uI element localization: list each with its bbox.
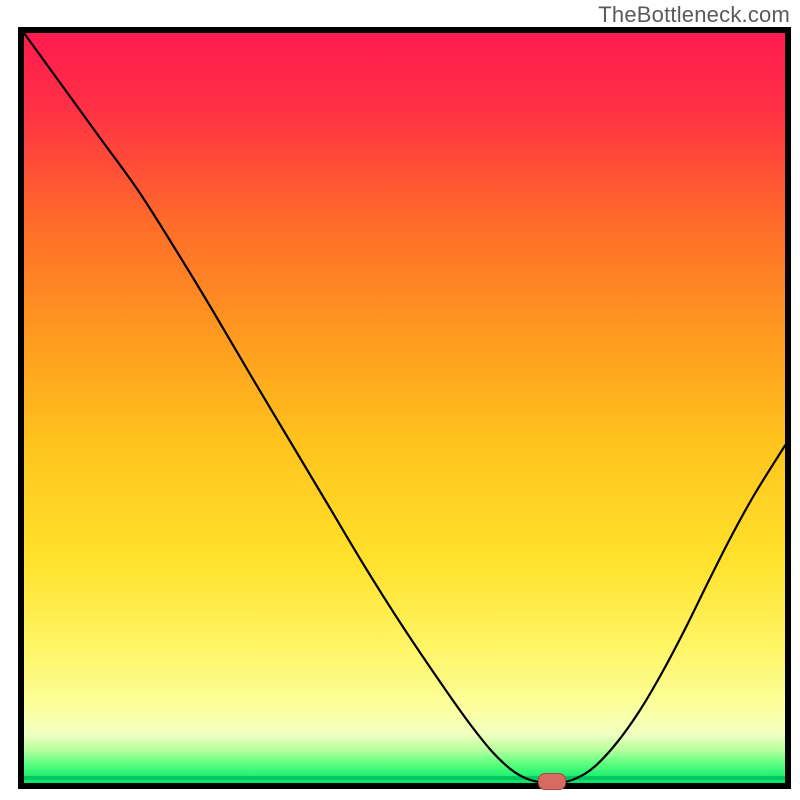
watermark-text: TheBottleneck.com bbox=[598, 2, 790, 28]
optimal-marker bbox=[538, 773, 566, 790]
bottleneck-curve bbox=[24, 33, 785, 783]
chart-frame: TheBottleneck.com bbox=[0, 0, 800, 800]
